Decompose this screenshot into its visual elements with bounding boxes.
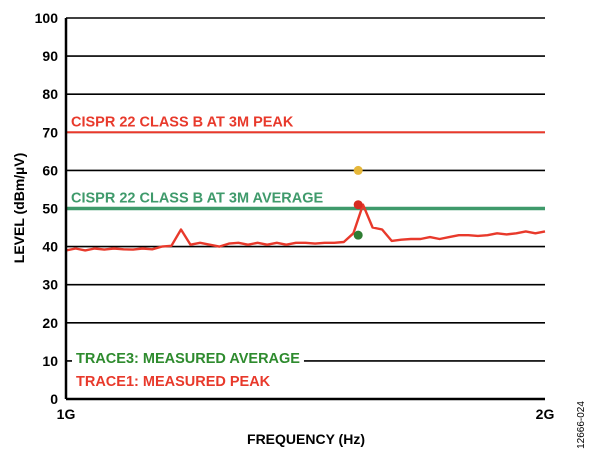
- x-tick-label-2g: 2G: [536, 406, 555, 422]
- x-axis-title: FREQUENCY (Hz): [247, 431, 365, 447]
- y-tick-label-10: 10: [42, 353, 58, 369]
- legend-item-bg-1: [72, 346, 304, 366]
- y-tick-label-0: 0: [50, 391, 58, 407]
- legend-item-bg-2: [72, 369, 275, 389]
- tick-labels: 0 10 20 30 40 50 60 70 80 90 100 1G 2G: [35, 10, 555, 422]
- y-tick-label-90: 90: [42, 48, 58, 64]
- y-axis-title: LEVEL (dBm/µV): [11, 153, 27, 263]
- y-tick-label-20: 20: [42, 315, 58, 331]
- peak-limit-label-bg: [68, 110, 299, 131]
- average-limit-label: CISPR 22 CLASS B AT 3M AVERAGE: [71, 191, 324, 207]
- y-tick-label-100: 100: [35, 10, 59, 26]
- y-tick-label-50: 50: [42, 201, 58, 217]
- measured-peak-trace: [65, 203, 546, 252]
- x-tick-label-1g: 1G: [57, 406, 76, 422]
- marker-point-3: [353, 230, 363, 240]
- marker-point-1: [353, 165, 363, 175]
- figure-id: 12666-024: [576, 401, 587, 449]
- y-tick-label-80: 80: [42, 86, 58, 102]
- markers: [353, 165, 363, 240]
- peak-limit-label: CISPR 22 CLASS B AT 3M PEAK: [71, 114, 294, 130]
- legend-measured-average: TRACE3: MEASURED AVERAGE: [76, 351, 300, 367]
- traces: [65, 203, 546, 252]
- marker-point-2: [353, 200, 363, 210]
- y-tick-label-40: 40: [42, 239, 58, 255]
- limit-lines: CISPR 22 CLASS B AT 3M PEAK CISPR 22 CLAS…: [66, 110, 545, 211]
- y-tick-label-60: 60: [42, 162, 58, 178]
- axes: [64, 18, 545, 401]
- legend-measured-peak: TRACE1: MEASURED PEAK: [76, 374, 271, 390]
- legend: TRACE3: MEASURED AVERAGE TRACE1: MEASURED…: [72, 346, 304, 390]
- y-tick-label-30: 30: [42, 277, 58, 293]
- average-limit-label-bg: [68, 186, 329, 207]
- y-tick-label-70: 70: [42, 124, 58, 140]
